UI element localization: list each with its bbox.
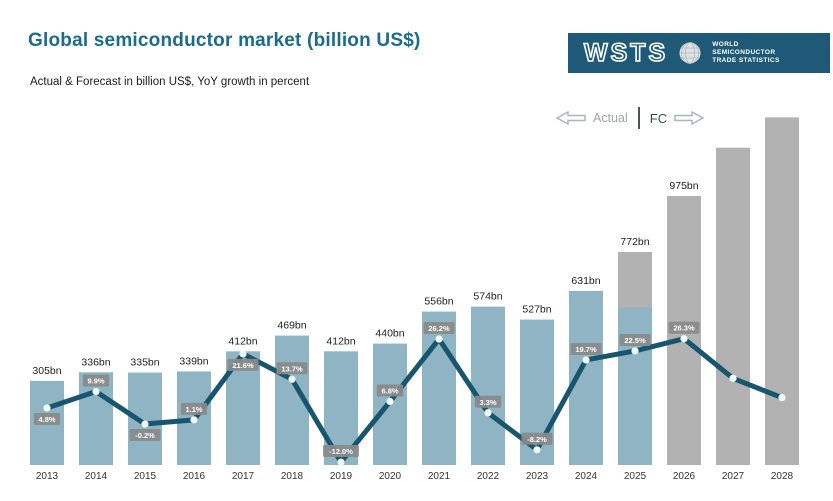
growth-badge [33, 412, 61, 425]
page-title: Global semiconductor market (billion US$… [28, 30, 421, 51]
growth-point [141, 420, 149, 428]
growth-badge [227, 358, 259, 371]
x-axis-label: 2018 [281, 471, 304, 482]
bar-value-label: 975bn [669, 180, 698, 192]
growth-point [729, 374, 737, 382]
actual-fc-legend: Actual FC [556, 106, 705, 130]
growth-point [92, 387, 100, 396]
growth-line [44, 336, 785, 465]
bar-value-label: 335bn [130, 357, 159, 369]
bar-actual-portion-2025 [618, 307, 652, 465]
growth-badge-label: 22.5% [624, 336, 646, 345]
x-axis-label: 2028 [771, 471, 794, 482]
growth-point [582, 356, 590, 364]
bar-value-label: 339bn [179, 355, 208, 367]
growth-point [435, 335, 443, 343]
logo-caption-line: TRADE STATISTICS [712, 57, 780, 65]
growth-badge-label: -12.0% [329, 447, 353, 456]
growth-badge [276, 362, 308, 375]
x-axis-label: 2021 [428, 471, 451, 482]
bar-value-label: 336bn [81, 356, 110, 368]
wsts-logo: WSTS WORLD SEMICONDUCTOR TRADE STATISTIC… [568, 33, 830, 73]
growth-badge-label: 19.7% [575, 345, 597, 354]
growth-badge [474, 395, 502, 408]
x-axis-label: 2019 [330, 471, 353, 482]
x-axis-label: 2014 [85, 471, 108, 482]
x-axis-label: 2015 [134, 471, 157, 482]
logo-caption-line: WORLD [712, 40, 739, 48]
growth-badge [323, 445, 359, 458]
bar-value-label: 772bn [620, 236, 649, 248]
bar-value-label: 440bn [375, 328, 404, 340]
growth-point [239, 350, 247, 358]
growth-badge-label: -0.2% [135, 431, 155, 440]
logo-caption-line: SEMICONDUCTOR [712, 48, 776, 56]
growth-badge [570, 342, 602, 355]
growth-badge-label: 6.8% [381, 387, 398, 396]
growth-badge-label: -8.2% [527, 435, 547, 444]
growth-badge-label: 26.2% [428, 324, 450, 333]
x-axis-label: 2020 [379, 471, 402, 482]
growth-badge [668, 321, 700, 334]
x-axis-label: 2025 [624, 471, 647, 482]
actual-left-arrow-icon [556, 111, 586, 125]
logo-caption: WORLD SEMICONDUCTOR TRADE STATISTICS [712, 41, 780, 65]
wsts-wordmark: WSTS [583, 38, 669, 67]
x-axis-label: 2022 [477, 471, 500, 482]
bar-value-label: 631bn [571, 275, 600, 287]
growth-badge [619, 333, 651, 346]
x-axis-label: 2027 [722, 471, 745, 482]
growth-point [533, 446, 541, 454]
growth-point [484, 409, 492, 417]
legend-divider [637, 107, 640, 129]
growth-point [190, 416, 198, 424]
growth-badge-label: 9.9% [87, 377, 104, 386]
bar-2022 [471, 306, 505, 465]
growth-point [680, 335, 688, 343]
x-axis-label: 2017 [232, 471, 255, 482]
x-axis-label: 2024 [575, 471, 598, 482]
bar-2021 [422, 311, 456, 465]
bar-2014 [79, 372, 113, 465]
growth-badge-label: 13.7% [281, 364, 303, 373]
bar-value-label: 412bn [228, 335, 257, 347]
growth-badge [82, 374, 110, 387]
bar-2027 [716, 147, 750, 465]
x-axis-label: 2013 [36, 471, 59, 482]
growth-badge-label: 21.6% [232, 361, 254, 370]
growth-point [43, 404, 51, 412]
chart-subtitle: Actual & Forecast in billion US$, YoY gr… [30, 76, 310, 88]
bar-value-label: 574bn [473, 291, 502, 303]
growth-badge-label: 1.1% [185, 405, 202, 414]
growth-badge [423, 322, 455, 335]
growth-point [386, 397, 394, 406]
growth-badge [521, 432, 553, 445]
x-axis-label: 2016 [183, 471, 206, 482]
bar-value-label: 305bn [32, 365, 61, 377]
x-axis-label: 2023 [526, 471, 549, 482]
bar-value-label: 412bn [326, 335, 355, 347]
growth-badge-label: 3.3% [479, 398, 496, 407]
bar-value-label: 556bn [424, 296, 453, 308]
growth-point [631, 347, 639, 355]
growth-badge-label: 4.8% [38, 415, 55, 424]
fc-right-arrow-icon [674, 111, 705, 125]
growth-badge [180, 402, 208, 415]
growth-badge-label: 26.3% [673, 324, 695, 333]
growth-point [337, 458, 345, 466]
bar-value-label: 469bn [277, 320, 306, 332]
legend-actual-label: Actual [593, 111, 628, 125]
bar-value-label: 527bn [522, 304, 551, 316]
growth-point [288, 375, 296, 383]
legend-fc-label: FC [649, 110, 668, 126]
growth-point [778, 394, 786, 402]
x-axis-label: 2026 [673, 471, 696, 482]
growth-badge [129, 429, 161, 442]
globe-icon [678, 41, 702, 65]
growth-badge [376, 384, 404, 397]
bar-2028 [765, 117, 799, 465]
